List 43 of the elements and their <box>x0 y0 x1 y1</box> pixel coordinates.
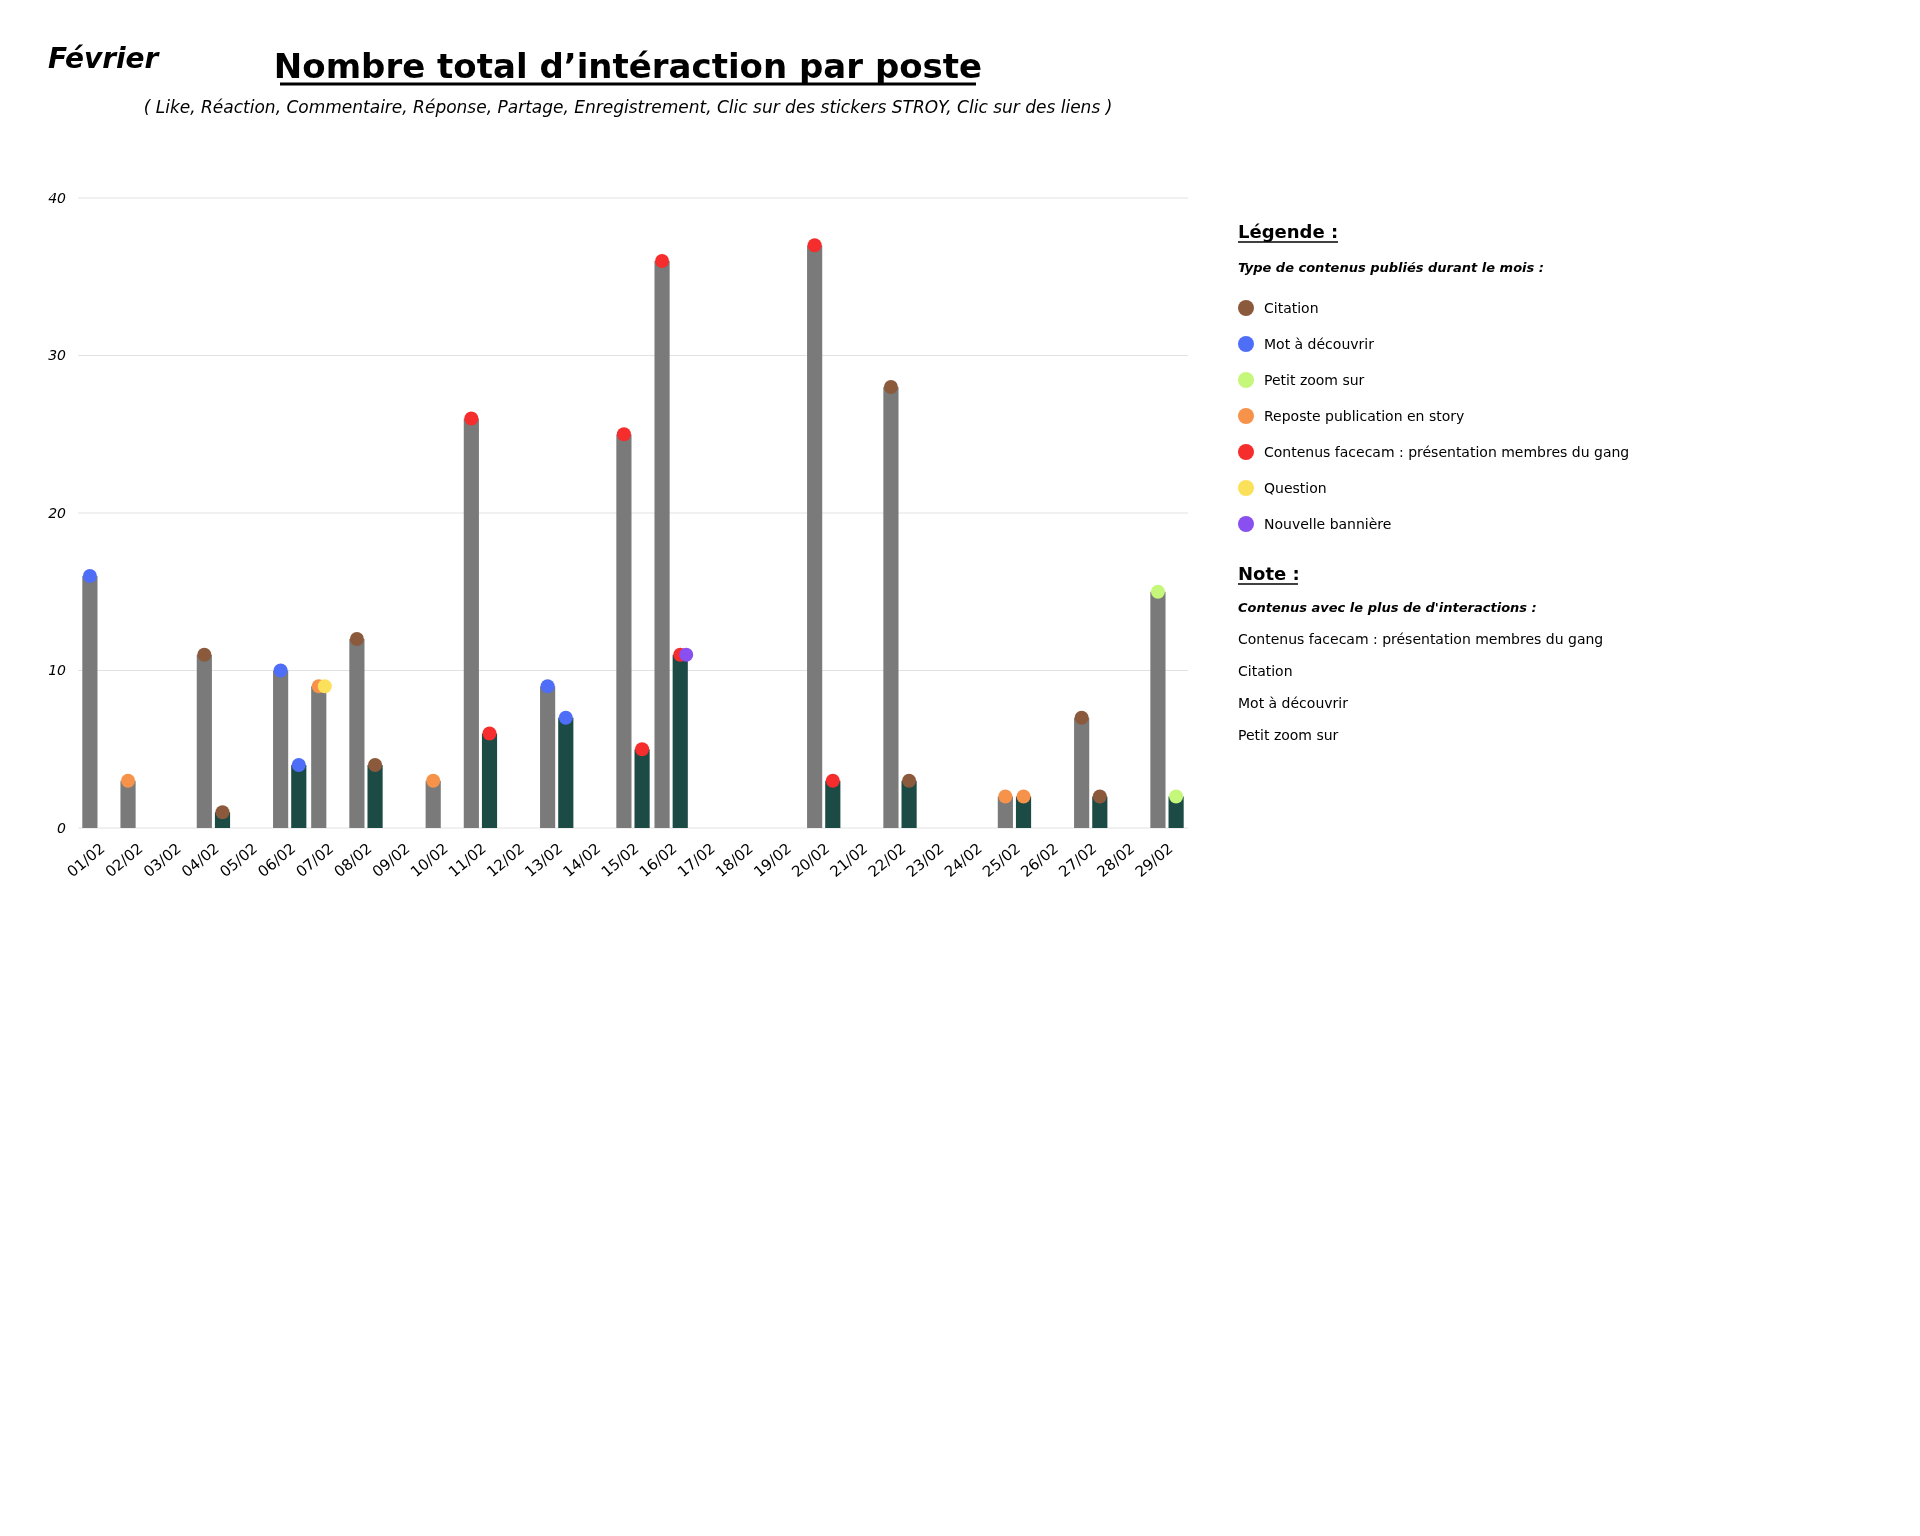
text: Mot à découvrir <box>1238 695 1349 711</box>
legend-label: Mot à découvrir <box>1264 335 1375 352</box>
legend-label: Reposte publication en story <box>1264 407 1465 424</box>
bar <box>616 434 632 828</box>
legend-label: Citation <box>1264 299 1319 316</box>
bar <box>654 261 670 828</box>
text: Citation <box>1238 663 1293 679</box>
text: Note : <box>1238 563 1300 584</box>
bar <box>1074 717 1090 828</box>
text: Février <box>48 42 161 75</box>
y-tick-label: 10 <box>48 662 67 679</box>
bar <box>634 749 650 828</box>
bar <box>291 765 307 828</box>
bar <box>82 576 98 828</box>
text: Petit zoom sur <box>1238 727 1339 743</box>
y-tick-label: 0 <box>57 819 67 836</box>
legend-label: Nouvelle bannière <box>1264 515 1392 532</box>
y-tick-label: 20 <box>48 504 67 521</box>
chart-subtitle: ( Like, Réaction, Commentaire, Réponse, Partage, Enregistrement, Clic sur des stickers STROY, Clic sur des liens ) <box>143 97 1113 117</box>
bar <box>481 733 498 828</box>
y-tick-label: 30 <box>48 347 67 364</box>
legend-label: Question <box>1264 479 1327 496</box>
text: Contenus facecam : présentation membres du gang <box>1238 631 1604 647</box>
bar <box>540 686 556 828</box>
bar <box>807 245 823 828</box>
bar <box>367 765 383 828</box>
chart-title: Nombre total d’intéraction par poste <box>273 46 983 86</box>
bar <box>463 418 479 828</box>
legend-label: Petit zoom sur <box>1264 371 1365 388</box>
y-tick-label: 40 <box>48 189 67 206</box>
bar <box>558 717 574 828</box>
legend-label: Contenus facecam : présentation membres du gang <box>1264 443 1630 460</box>
text: Contenus avec le plus de d'interactions : <box>1238 600 1537 615</box>
bar <box>672 654 688 828</box>
legend-title: Légende : <box>1238 221 1339 242</box>
bar <box>120 780 136 828</box>
bar <box>196 654 212 828</box>
bar <box>349 639 365 828</box>
text: Type de contenus publiés durant le mois : <box>1238 260 1544 275</box>
bar <box>311 686 327 828</box>
bar <box>273 670 289 828</box>
bar <box>1150 591 1166 828</box>
bar <box>883 387 899 828</box>
